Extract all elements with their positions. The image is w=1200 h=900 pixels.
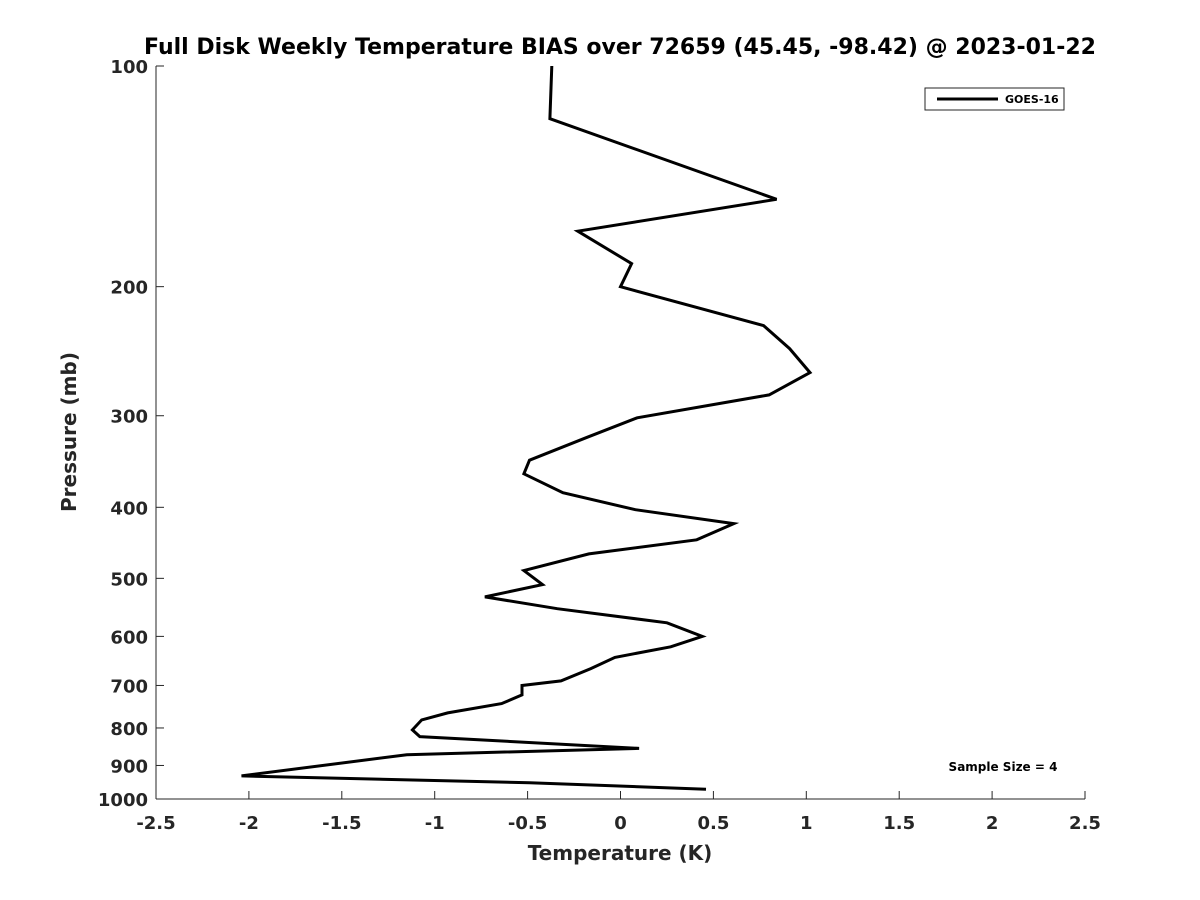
x-tick-label: 0.5 xyxy=(697,813,729,834)
chart-title: Full Disk Weekly Temperature BIAS over 7… xyxy=(144,35,1096,60)
sample-size-annotation: Sample Size = 4 xyxy=(949,760,1058,774)
y-axis-ticks: 100 200 300 400 500 600 700 800 900 1000 xyxy=(98,57,164,811)
y-tick-label: 100 xyxy=(110,57,148,78)
y-tick-label: 1000 xyxy=(98,790,148,811)
x-tick-label: -2.5 xyxy=(136,813,175,834)
y-tick-label: 400 xyxy=(110,498,148,519)
x-tick-label: 1 xyxy=(800,813,813,834)
x-tick-label: -0.5 xyxy=(508,813,547,834)
x-tick-label: -1.5 xyxy=(322,813,361,834)
series-line-goes-16 xyxy=(241,65,813,791)
x-tick-label: 2 xyxy=(986,813,999,834)
plot-area-frame xyxy=(156,66,1085,799)
x-axis-ticks: -2.5 -2 -1.5 -1 -0.5 0 0.5 1 1.5 2 2.5 xyxy=(136,791,1101,834)
y-tick-label: 600 xyxy=(110,627,148,648)
x-axis-label: Temperature (K) xyxy=(528,841,713,865)
y-tick-label: 200 xyxy=(110,278,148,299)
y-tick-label: 800 xyxy=(110,719,148,740)
x-tick-label: 0 xyxy=(614,813,627,834)
x-tick-label: 2.5 xyxy=(1069,813,1101,834)
x-tick-label: -2 xyxy=(239,813,259,834)
y-axis-label: Pressure (mb) xyxy=(57,352,81,512)
series-layer xyxy=(241,65,813,791)
y-tick-label: 300 xyxy=(110,407,148,428)
x-tick-label: -1 xyxy=(425,813,445,834)
y-tick-label: 700 xyxy=(110,676,148,697)
y-tick-label: 900 xyxy=(110,756,148,777)
x-tick-label: 1.5 xyxy=(883,813,915,834)
legend-label-goes-16: GOES-16 xyxy=(1005,93,1059,106)
legend: GOES-16 xyxy=(924,87,1065,111)
y-tick-label: 500 xyxy=(110,569,148,590)
